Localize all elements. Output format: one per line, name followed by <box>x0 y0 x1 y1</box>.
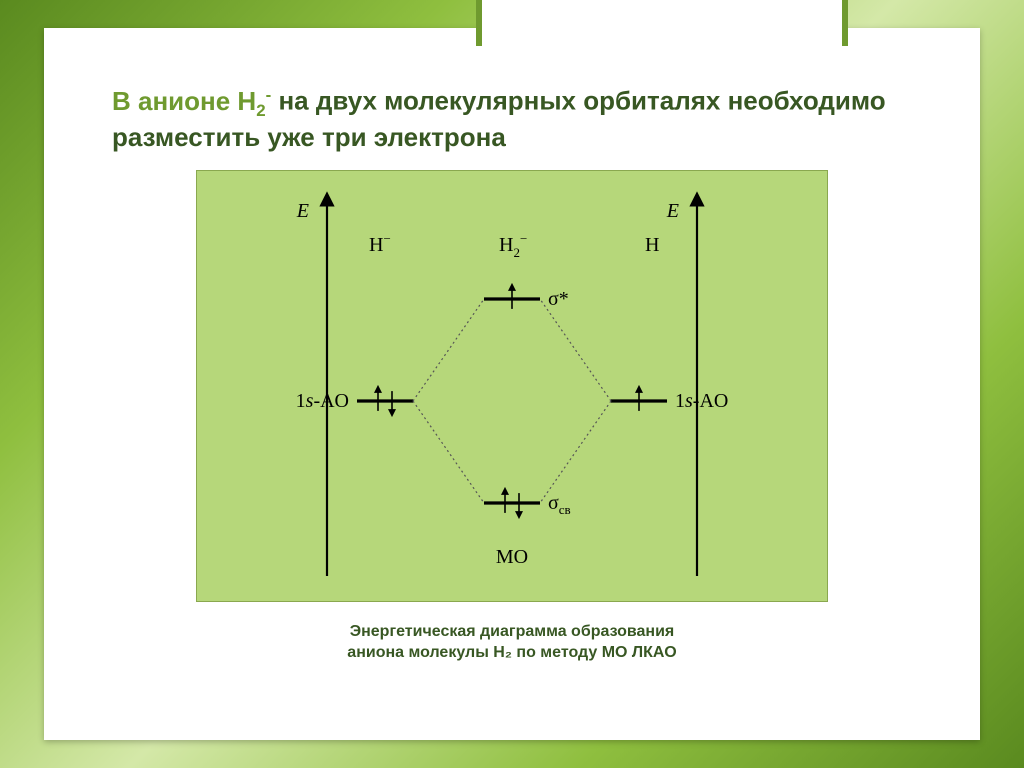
mo-diagram-svg: E E H− H2− H 1s-AO 1s-AO σ* σсв MO <box>197 171 829 603</box>
svg-text:H: H <box>645 234 659 256</box>
svg-text:MO: MO <box>496 546 528 568</box>
svg-text:E: E <box>666 200 679 222</box>
svg-text:1s-AO: 1s-AO <box>296 390 349 412</box>
svg-text:σсв: σсв <box>548 492 571 517</box>
mo-diagram-box: E E H− H2− H 1s-AO 1s-AO σ* σсв MO <box>196 170 828 602</box>
slide-title: В анионе H2- на двух молекулярных орбита… <box>112 84 922 153</box>
svg-text:1s-AO: 1s-AO <box>675 390 728 412</box>
svg-text:σ*: σ* <box>548 288 569 310</box>
svg-text:E: E <box>296 200 309 222</box>
svg-text:H2−: H2− <box>499 231 527 260</box>
header-tab <box>476 0 848 46</box>
svg-text:H−: H− <box>369 231 391 256</box>
diagram-caption: Энергетическая диаграмма образованияанио… <box>212 622 812 664</box>
